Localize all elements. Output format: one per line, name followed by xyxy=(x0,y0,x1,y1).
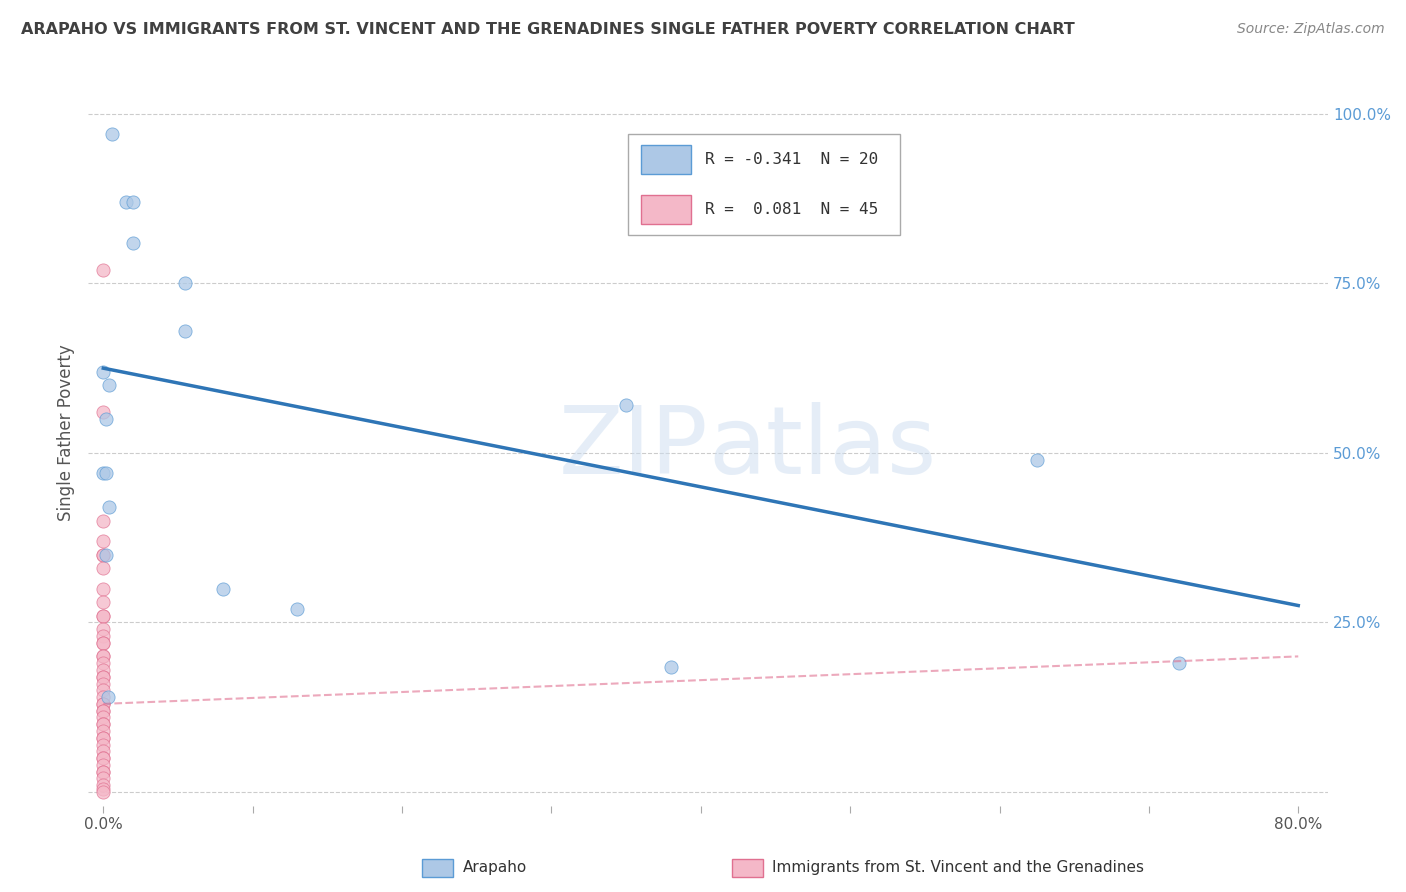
Point xyxy=(91,683,114,698)
Point xyxy=(98,500,121,515)
Point xyxy=(614,399,637,413)
Point xyxy=(174,277,197,291)
Point xyxy=(91,514,114,528)
Point xyxy=(96,412,118,426)
Point xyxy=(91,365,114,379)
Point xyxy=(91,751,114,765)
Point xyxy=(91,582,114,596)
Point xyxy=(91,405,114,419)
Point xyxy=(98,378,121,392)
Point xyxy=(174,324,197,338)
Point xyxy=(97,690,120,704)
Point xyxy=(91,781,114,796)
Point xyxy=(91,731,114,745)
Text: Arapaho: Arapaho xyxy=(463,861,527,875)
Point xyxy=(91,636,114,650)
Point xyxy=(91,751,114,765)
Point xyxy=(122,235,145,250)
Point xyxy=(287,602,309,616)
Point xyxy=(91,724,114,739)
Point xyxy=(91,608,114,623)
Point xyxy=(96,467,118,481)
Text: ZIP: ZIP xyxy=(558,401,709,493)
Point xyxy=(91,717,114,731)
Point xyxy=(91,738,114,752)
FancyBboxPatch shape xyxy=(627,134,900,235)
Point xyxy=(91,548,114,562)
Text: Source: ZipAtlas.com: Source: ZipAtlas.com xyxy=(1237,22,1385,37)
Point xyxy=(91,649,114,664)
Point xyxy=(91,656,114,670)
Point xyxy=(1167,656,1189,670)
FancyBboxPatch shape xyxy=(641,194,690,225)
Text: ARAPAHO VS IMMIGRANTS FROM ST. VINCENT AND THE GRENADINES SINGLE FATHER POVERTY : ARAPAHO VS IMMIGRANTS FROM ST. VINCENT A… xyxy=(21,22,1074,37)
Point xyxy=(1025,452,1047,467)
Point xyxy=(91,561,114,575)
Point xyxy=(91,534,114,549)
Point xyxy=(91,629,114,643)
Point xyxy=(91,649,114,664)
Point xyxy=(91,744,114,758)
Point xyxy=(91,263,114,277)
Point xyxy=(91,697,114,711)
Point xyxy=(91,758,114,772)
Point xyxy=(122,194,145,209)
Text: R = -0.341  N = 20: R = -0.341 N = 20 xyxy=(704,152,877,167)
Point xyxy=(96,548,118,562)
Point xyxy=(91,622,114,636)
Point xyxy=(91,690,114,704)
Point xyxy=(91,704,114,718)
Point xyxy=(91,676,114,690)
Text: atlas: atlas xyxy=(709,401,936,493)
Point xyxy=(91,636,114,650)
Point xyxy=(91,670,114,684)
Point xyxy=(91,772,114,786)
Point xyxy=(91,663,114,677)
Point xyxy=(91,608,114,623)
Point xyxy=(101,127,124,141)
Point xyxy=(91,717,114,731)
Point xyxy=(91,764,114,779)
Point xyxy=(91,670,114,684)
Point xyxy=(91,710,114,724)
Point xyxy=(91,778,114,792)
Text: R =  0.081  N = 45: R = 0.081 N = 45 xyxy=(704,202,877,217)
Point xyxy=(114,194,136,209)
Point xyxy=(91,548,114,562)
Point xyxy=(91,764,114,779)
Text: Immigrants from St. Vincent and the Grenadines: Immigrants from St. Vincent and the Gren… xyxy=(772,861,1144,875)
Point xyxy=(91,595,114,609)
Point xyxy=(659,659,682,673)
Point xyxy=(91,704,114,718)
Y-axis label: Single Father Poverty: Single Father Poverty xyxy=(58,344,75,521)
Point xyxy=(91,731,114,745)
Point xyxy=(91,785,114,799)
Point xyxy=(211,582,233,596)
FancyBboxPatch shape xyxy=(641,145,690,175)
Point xyxy=(91,467,114,481)
Point xyxy=(91,697,114,711)
